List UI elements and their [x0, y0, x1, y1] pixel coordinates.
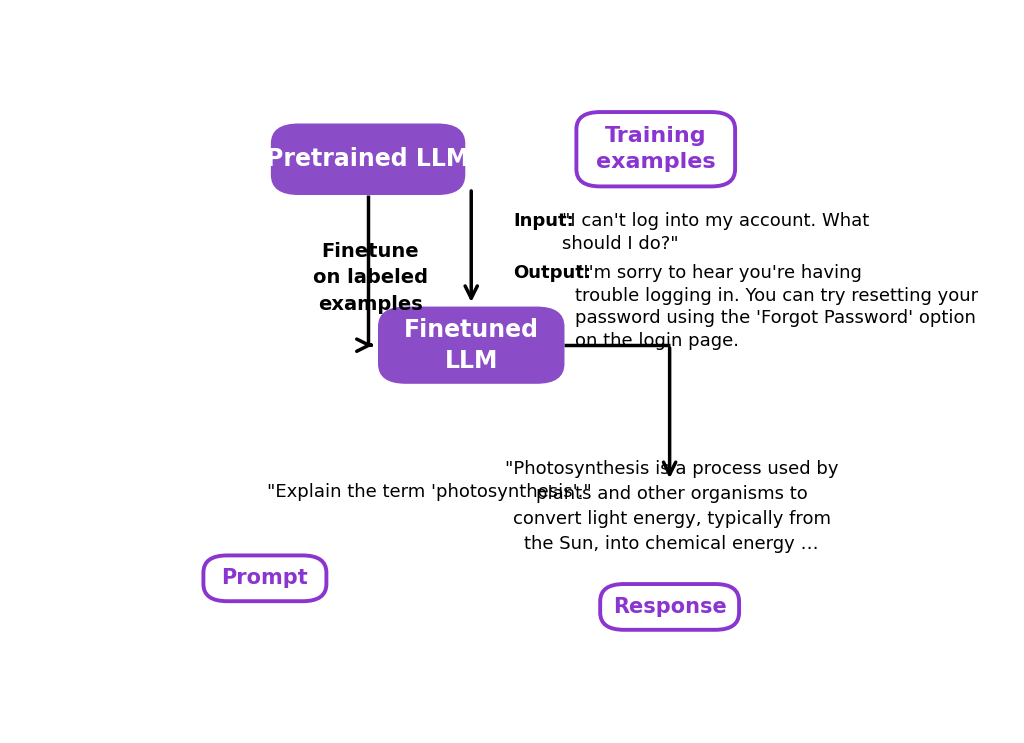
Text: "I'm sorry to hear you're having
trouble logging in. You can try resetting your
: "I'm sorry to hear you're having trouble… — [574, 264, 978, 351]
Text: "Explain the term 'photosynthesis'.": "Explain the term 'photosynthesis'." — [267, 484, 592, 502]
FancyBboxPatch shape — [378, 307, 564, 384]
Text: "Photosynthesis is a process used by
plants and other organisms to
convert light: "Photosynthesis is a process used by pla… — [505, 461, 839, 554]
FancyBboxPatch shape — [270, 123, 465, 195]
Text: Prompt: Prompt — [221, 568, 308, 588]
Text: Training
examples: Training examples — [596, 126, 716, 172]
Text: Pretrained LLM: Pretrained LLM — [266, 147, 470, 171]
Text: Output:: Output: — [513, 264, 591, 282]
Text: Finetune
on labeled
examples: Finetune on labeled examples — [312, 242, 428, 314]
FancyBboxPatch shape — [204, 556, 327, 601]
Text: "I can't log into my account. What
should I do?": "I can't log into my account. What shoul… — [562, 212, 869, 253]
Text: Finetuned
LLM: Finetuned LLM — [403, 318, 539, 372]
FancyBboxPatch shape — [577, 112, 735, 186]
FancyBboxPatch shape — [600, 584, 739, 630]
Text: Response: Response — [612, 597, 726, 617]
Text: Input:: Input: — [513, 212, 573, 230]
